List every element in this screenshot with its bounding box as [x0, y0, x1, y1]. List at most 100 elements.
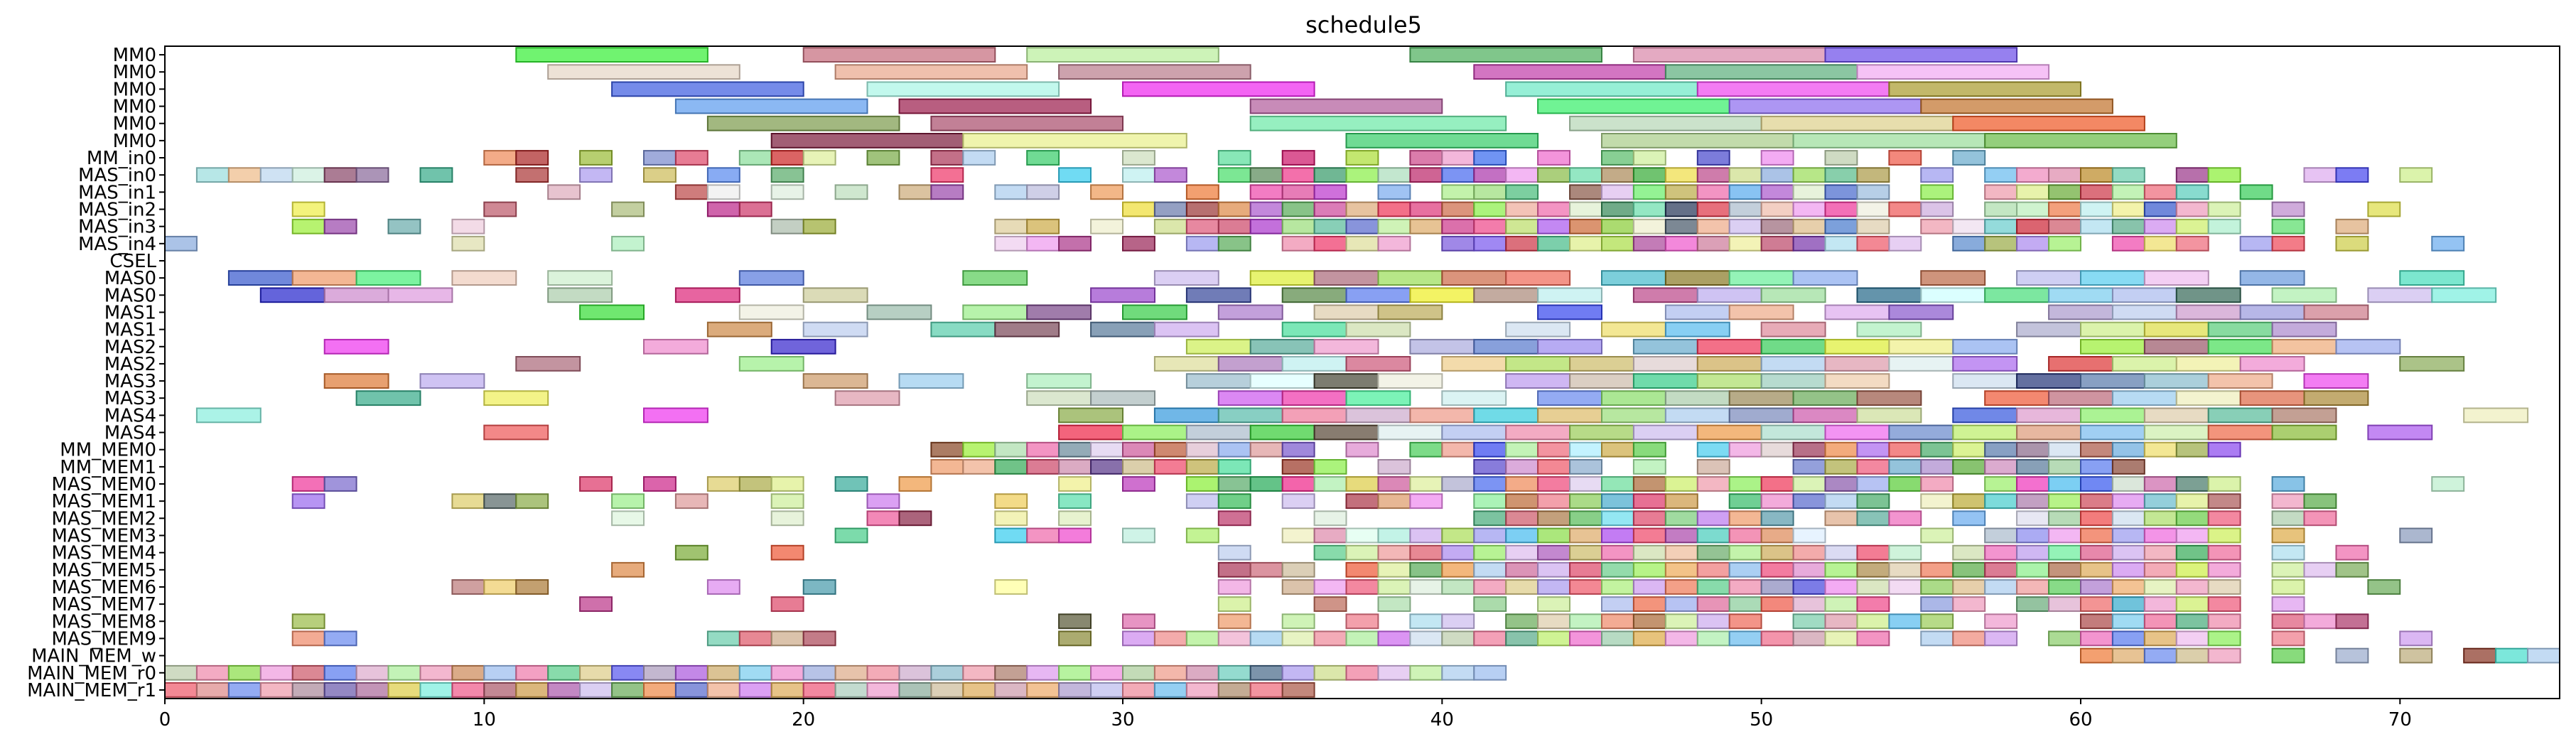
task-bar	[1058, 613, 1092, 630]
task-bar	[1409, 47, 1603, 63]
y-tick-label: MAS4	[104, 405, 156, 426]
task-bar	[2175, 184, 2209, 200]
task-bar	[1409, 407, 1475, 424]
task-bar	[1345, 356, 1411, 372]
task-bar	[227, 682, 262, 698]
task-bar	[994, 510, 1028, 527]
task-bar	[802, 630, 836, 647]
task-bar	[1281, 493, 1315, 510]
task-bar	[994, 235, 1028, 252]
task-bar	[1601, 218, 1634, 235]
task-bar	[2048, 304, 2114, 320]
x-tick-label: 20	[792, 709, 815, 731]
task-bar	[1217, 476, 1251, 492]
task-bar	[1760, 321, 1826, 338]
task-bar	[1313, 270, 1379, 286]
task-bar	[706, 664, 740, 681]
task-bar	[1760, 561, 1794, 578]
task-bar	[1441, 390, 1507, 406]
task-bar	[2111, 459, 2145, 475]
task-bar	[2175, 596, 2209, 613]
task-bar	[1696, 81, 1890, 97]
task-bar	[1473, 544, 1507, 561]
task-bar	[1249, 167, 1283, 183]
task-bar	[2239, 390, 2305, 406]
task-bar	[1728, 390, 1794, 406]
task-bar	[451, 682, 485, 698]
task-bar	[1313, 544, 1347, 561]
task-bar	[1920, 613, 1954, 630]
task-bar	[1856, 561, 1890, 578]
task-bar	[1090, 321, 1155, 338]
task-bar	[2239, 184, 2273, 200]
task-bar	[1377, 476, 1411, 492]
task-bar	[1441, 527, 1475, 544]
task-bar	[2335, 218, 2369, 235]
task-bar	[1249, 338, 1315, 355]
task-bar	[291, 682, 325, 698]
task-bar	[802, 47, 996, 63]
task-bar	[1792, 476, 1826, 492]
task-bar	[451, 664, 485, 681]
task-bar	[1505, 510, 1539, 527]
task-bar	[611, 235, 645, 252]
task-bar	[1185, 527, 1219, 544]
task-bar	[2399, 630, 2433, 647]
task-bar	[1058, 167, 1092, 183]
task-bar	[195, 167, 230, 183]
task-bar	[2111, 184, 2145, 200]
task-bar	[2143, 338, 2209, 355]
task-bar	[451, 270, 517, 286]
task-bar	[802, 682, 836, 698]
task-bar	[1345, 218, 1379, 235]
task-bar	[1313, 527, 1347, 544]
task-bar	[1153, 441, 1187, 458]
task-bar	[2080, 424, 2145, 441]
task-bar	[2143, 561, 2177, 578]
task-bar	[1696, 596, 1730, 613]
task-bar	[1792, 235, 1826, 252]
task-bar	[1281, 235, 1315, 252]
task-bar	[1122, 459, 1155, 475]
task-bar	[1632, 167, 1666, 183]
task-bar	[1377, 201, 1411, 217]
task-bar	[1122, 664, 1155, 681]
y-tick-label: MAS2	[104, 337, 156, 358]
task-bar	[1377, 630, 1411, 647]
task-bar	[930, 459, 964, 475]
task-bar	[962, 270, 1028, 286]
task-bar	[1090, 459, 1123, 475]
task-bar	[1537, 304, 1603, 320]
task-bar	[515, 493, 549, 510]
task-bar	[1217, 561, 1251, 578]
task-bar	[1185, 218, 1219, 235]
task-bar	[1409, 167, 1443, 183]
task-bar	[1537, 476, 1571, 492]
task-bar	[2431, 476, 2465, 492]
task-bar	[1632, 544, 1666, 561]
task-bar	[2080, 561, 2113, 578]
task-bar	[1249, 270, 1315, 286]
task-bar	[1217, 579, 1251, 595]
task-bar	[1505, 167, 1539, 183]
task-bar	[2207, 407, 2273, 424]
x-axis-labels: 0 10 20 30 40 50 60 70	[159, 699, 2412, 731]
task-bar	[1569, 167, 1603, 183]
task-bar	[1058, 664, 1092, 681]
task-bar	[1217, 201, 1251, 217]
task-bar	[2207, 527, 2241, 544]
task-bar	[994, 441, 1028, 458]
task-bar	[1664, 527, 1698, 544]
task-bar	[227, 270, 293, 286]
task-bar	[1505, 424, 1571, 441]
task-bar	[1441, 630, 1475, 647]
task-bar	[1313, 424, 1379, 441]
task-bar	[1345, 613, 1379, 630]
task-bar	[1185, 287, 1251, 303]
task-bar	[1537, 493, 1571, 510]
task-bar	[1888, 424, 1954, 441]
task-bar	[2111, 356, 2177, 372]
task-bar	[2048, 184, 2082, 200]
task-bar	[2080, 373, 2145, 389]
task-bar	[1026, 664, 1060, 681]
